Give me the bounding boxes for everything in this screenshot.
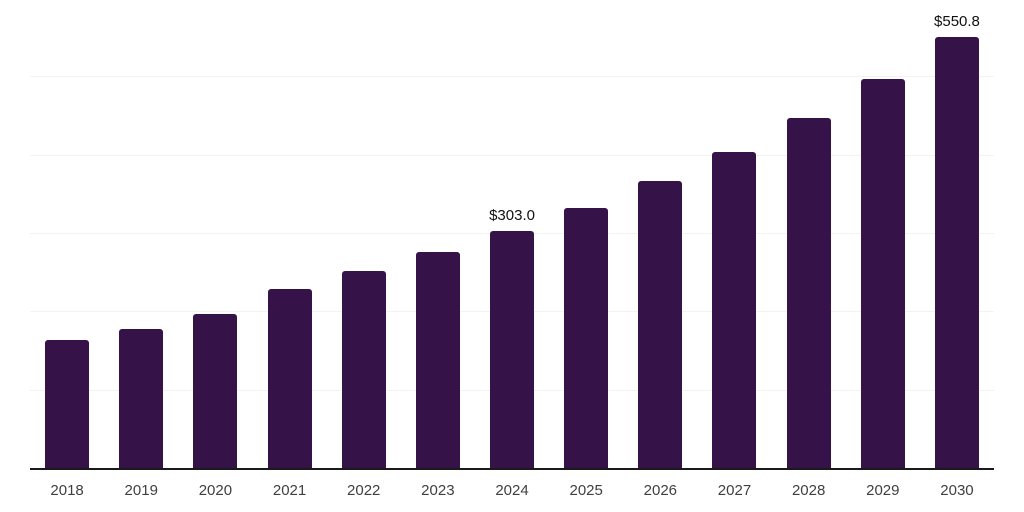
bar-slot-2021	[252, 0, 326, 468]
bar-slot-2028	[772, 0, 846, 468]
bar-2019	[119, 329, 164, 468]
x-tick-label-2024: 2024	[495, 482, 529, 499]
bar-2030	[934, 36, 979, 468]
x-tick-label-2029: 2029	[866, 482, 900, 499]
bar-value-label-2024: $303.0	[489, 206, 535, 224]
bar-2020	[193, 313, 238, 468]
x-tick-label-2025: 2025	[569, 482, 603, 499]
x-tick-label-2028: 2028	[791, 482, 826, 499]
bar-2029	[860, 79, 905, 468]
x-tick-label-2030: 2030	[940, 482, 974, 499]
bar-slot-2020	[178, 0, 252, 468]
bar-slot-2024: $303.0	[475, 0, 549, 468]
bar-slot-2025	[549, 0, 623, 468]
x-tick-label-2020: 2020	[198, 482, 233, 499]
bar-2023	[415, 251, 460, 468]
plot-area: $303.0 $550.8	[30, 0, 994, 470]
bar-2027	[712, 151, 757, 468]
bar-2022	[341, 270, 386, 468]
x-tick-label-2021: 2021	[272, 482, 307, 499]
bar-slot-2019	[104, 0, 178, 468]
bar-slot-2022	[327, 0, 401, 468]
bar-slot-2030: $550.8	[920, 0, 994, 468]
bar-2024	[490, 230, 535, 468]
x-tick-label-2026: 2026	[643, 482, 678, 499]
bar-2018	[45, 339, 90, 468]
x-tick-label-2027: 2027	[717, 482, 752, 499]
bar-2028	[786, 117, 831, 468]
x-tick-label-2022: 2022	[347, 482, 381, 499]
bar-slot-2026	[623, 0, 697, 468]
bar-slot-2018	[30, 0, 104, 468]
bar-2021	[267, 288, 312, 468]
bar-value-label-2030: $550.8	[934, 12, 980, 30]
x-tick-label-2019: 2019	[124, 482, 158, 499]
bar-slot-2027	[697, 0, 771, 468]
bar-2026	[638, 180, 683, 468]
x-tick-label-2023: 2023	[421, 482, 455, 499]
x-axis-ticks: 2018 2019 2020 2021 2022 2023 2024 2025 2026 2027…	[30, 470, 994, 499]
bar-slot-2023	[401, 0, 475, 468]
x-tick-label-2018: 2018	[50, 482, 84, 499]
bar-2025	[564, 207, 609, 468]
bar-slot-2029	[846, 0, 920, 468]
